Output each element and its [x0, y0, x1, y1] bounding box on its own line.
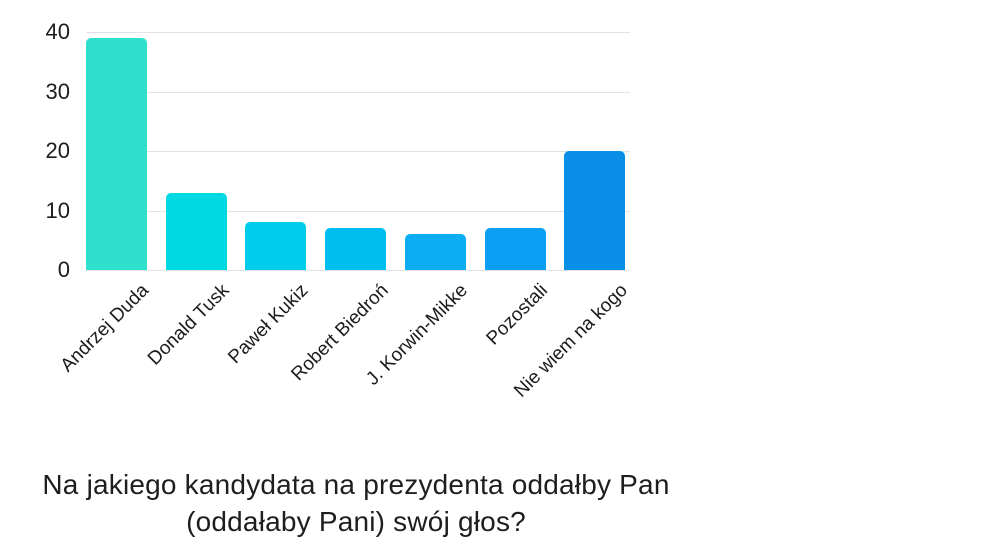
gridline: [86, 32, 630, 33]
x-category-label: Donald Tusk: [143, 280, 234, 370]
y-tick-label: 0: [57, 257, 70, 282]
gridline: [86, 91, 630, 93]
x-category-label: Paweł Kukiz: [224, 280, 313, 369]
bar: [325, 228, 387, 270]
bar: [404, 234, 466, 270]
bar: [564, 151, 626, 270]
x-category-label: Pozostali: [482, 280, 552, 350]
chart-title-line-1: Na jakiego kandydata na prezydenta oddał…: [42, 469, 670, 500]
y-tick-label: 10: [45, 197, 70, 223]
bar: [484, 228, 546, 270]
y-tick-label: 20: [45, 138, 70, 163]
chart-title: Na jakiego kandydata na prezydenta oddał…: [0, 466, 712, 540]
bar: [245, 222, 307, 270]
gridline: [86, 210, 630, 212]
y-tick-label: 30: [45, 78, 70, 104]
gridline: [86, 151, 630, 152]
chart-title-line-2: (oddałaby Pani) swój głos?: [186, 506, 526, 537]
bar: [165, 192, 227, 270]
bar: [86, 37, 147, 270]
x-category-label: Andrzej Duda: [57, 280, 154, 377]
y-tick-label: 40: [45, 19, 70, 44]
gridline: [86, 270, 630, 271]
